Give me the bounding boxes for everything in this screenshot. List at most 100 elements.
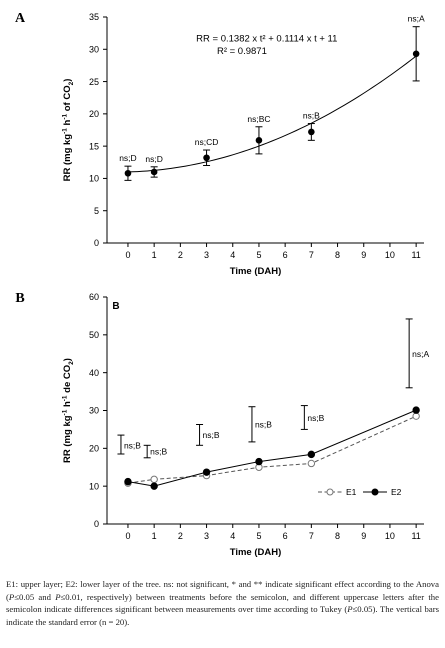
panel-a-x-tick-label: 11 [411, 250, 420, 260]
legend-label-e2: E2 [391, 487, 402, 497]
caption-p-1: P [8, 591, 15, 602]
panel-b-x-axis-title: Time (DAH) [230, 547, 282, 558]
panel-b-point-label: ns;B [255, 419, 272, 429]
panel-a-y-tick-label: 35 [89, 12, 99, 22]
ylabel-part: -1 [62, 395, 69, 401]
panel-a-y-tick-label: 0 [94, 238, 99, 248]
panel-a-data-point [124, 169, 132, 177]
panel-b-point-label: ns;B [150, 446, 167, 456]
panel-b-point-label: ns;A [412, 349, 429, 359]
ylabel-part: -1 [62, 128, 69, 134]
panel-b-x-tick-label: 1 [152, 531, 157, 541]
legend-marker-e2 [371, 488, 379, 496]
panel-b-point-e1 [307, 459, 316, 468]
panel-b-point-e2 [202, 468, 211, 476]
panel-b-point-e2 [124, 477, 132, 486]
caption-p-3: P [347, 604, 353, 615]
ylabel-part: de CO [62, 365, 73, 396]
panel-a-x-tick-label: 6 [283, 250, 288, 260]
caption-text-1: E1: upper layer; E2: lower layer of the … [6, 579, 439, 602]
panel-a-point-label: ns;BC [247, 114, 270, 124]
panel-a-point-label: ns;D [145, 154, 162, 164]
panel-a-data-point [412, 50, 420, 58]
ylabel-part: RR (mg kg [62, 134, 73, 182]
panel-a-y-tick-label: 5 [94, 206, 99, 216]
ylabel-part: of CO [62, 85, 73, 114]
figure-caption: E1: upper layer; E2: lower layer of the … [6, 578, 439, 628]
panel-a-y-tick-label: 20 [89, 109, 99, 119]
panel-a-fit-curve [127, 55, 417, 173]
panel-a-y-tick-label: 25 [89, 77, 99, 87]
panel-b-point-label: ns;B [307, 413, 324, 423]
ylabel-part: -1 [62, 409, 69, 415]
panel-a-point-label: ns;A [408, 14, 425, 24]
panel-b-y-tick-label: 20 [89, 444, 99, 454]
panel-b-y-tick-label: 10 [89, 481, 99, 491]
panel-a-r-squared: R² = 0.9871 [217, 46, 267, 57]
caption-text-3: ≤0.01, respectively) between treatments … [6, 591, 439, 615]
panel-a-x-tick-label: 2 [178, 250, 183, 260]
panel-b-point-e2 [307, 450, 316, 459]
panel-b-x-tick-label: 8 [335, 531, 340, 541]
panel-a-x-tick-label: 10 [385, 250, 395, 260]
panel-b-point-label: ns;B [124, 440, 141, 450]
legend-label-e1: E1 [346, 487, 357, 497]
panel-a-x-tick-label: 9 [361, 250, 366, 260]
panel-b-point-label: ns;B [203, 430, 220, 440]
panel-b-x-tick-label: 4 [230, 531, 235, 541]
ylabel-part: h [62, 401, 73, 410]
panel-a-y-tick-label: 30 [89, 44, 99, 54]
panel-b-inner-letter: B [112, 301, 119, 312]
panel-a-point-label: ns;B [303, 111, 320, 121]
panel-b-point-e1 [150, 475, 158, 484]
panel-a-data-point [255, 137, 263, 144]
panel-b-y-tick-label: 60 [89, 292, 99, 302]
panel-a-x-tick-label: 3 [204, 250, 209, 260]
caption-p-2: P [55, 591, 61, 602]
ylabel-part: ) [62, 358, 73, 361]
panel-b-letter: B [15, 291, 24, 306]
panel-b-y-axis-title: RR (mg kg-1 h-1 de CO2) [62, 358, 76, 463]
panel-a-y-tick-label: 10 [89, 174, 99, 184]
ylabel-part: RR (mg kg [62, 415, 73, 463]
panel-a-x-tick-label: 4 [230, 250, 235, 260]
panel-a-letter: A [15, 11, 26, 26]
panel-b-point-e1 [412, 412, 420, 420]
ylabel-part: h [62, 119, 73, 128]
panel-a-data-point [203, 154, 210, 162]
panel-a-y-tick-label: 15 [89, 141, 99, 151]
panel-a-equation: RR = 0.1382 x t² + 0.1114 x t + 11 [196, 34, 337, 45]
ylabel-part: 2 [68, 361, 75, 365]
panel-a-point-label: ns;CD [195, 137, 219, 147]
panel-b-x-tick-label: 0 [125, 531, 130, 541]
panel-a-point-label: ns;D [119, 153, 136, 163]
panel-b-series-line-e1 [127, 415, 417, 484]
panel-a-x-tick-label: 5 [256, 250, 261, 260]
panel-b-x-tick-label: 3 [204, 531, 209, 541]
panel-b-x-tick-label: 9 [361, 531, 366, 541]
legend-marker-e1 [326, 488, 334, 496]
panel-b-x-tick-label: 2 [178, 531, 183, 541]
panel-b-point-e2 [412, 406, 420, 414]
panel-b-y-tick-label: 50 [89, 330, 99, 340]
panel-b-y-tick-label: 30 [89, 406, 99, 416]
panel-b-point-e2 [150, 482, 158, 490]
panel-a-x-tick-label: 7 [309, 250, 314, 260]
panel-b-point-e2 [255, 457, 263, 466]
caption-text-2: ≤0.05 and [14, 591, 56, 602]
panel-b-y-tick-label: 40 [89, 368, 99, 378]
panel-a-data-point [308, 128, 315, 136]
panel-a-x-tick-label: 0 [125, 250, 130, 260]
panel-b-series-line-e2 [127, 409, 417, 487]
panel-b-x-tick-label: 11 [411, 531, 420, 541]
panel-b-x-tick-label: 5 [256, 531, 261, 541]
panel-b-y-tick-label: 0 [94, 519, 99, 529]
caption-text-4: ≤0.05). The vertical bars indicate the s… [6, 604, 440, 627]
panel-b-x-tick-label: 6 [283, 531, 288, 541]
ylabel-part: 2 [68, 81, 75, 85]
ylabel-part: -1 [62, 114, 69, 120]
panel-a-data-point [150, 168, 158, 176]
panel-b-x-tick-label: 7 [309, 531, 314, 541]
ylabel-part: ) [62, 79, 73, 82]
